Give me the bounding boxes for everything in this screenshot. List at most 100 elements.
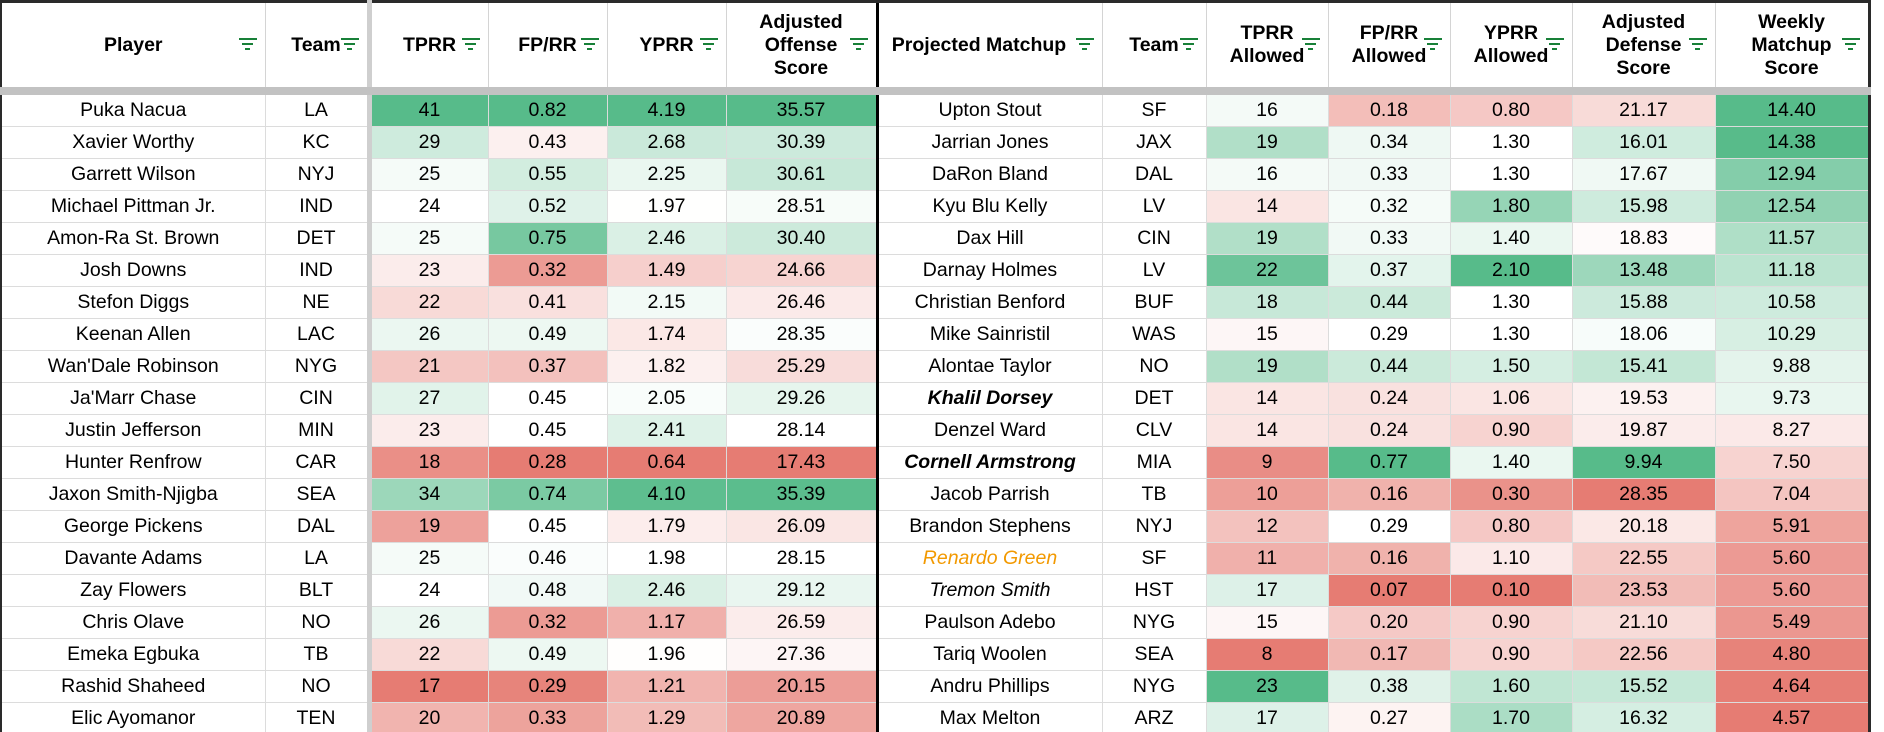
yprr-cell[interactable]: 0.64 <box>607 446 727 479</box>
fprr-cell[interactable]: 0.49 <box>488 638 608 671</box>
tprr-cell[interactable]: 26 <box>366 606 489 639</box>
weekly-matchup-score-cell[interactable]: 5.91 <box>1715 510 1871 543</box>
tprr-cell[interactable]: 25 <box>366 542 489 575</box>
weekly-matchup-score-cell[interactable]: 11.57 <box>1715 222 1871 255</box>
team-cell[interactable]: NYJ <box>265 158 370 191</box>
adjusted-offense-score-cell[interactable]: 25.29 <box>726 350 878 383</box>
tprr-cell[interactable]: 34 <box>366 478 489 511</box>
matchup-cell[interactable]: Dax Hill <box>875 222 1103 255</box>
yprr-cell[interactable]: 1.82 <box>607 350 727 383</box>
defense-team-cell[interactable]: NYG <box>1102 606 1207 639</box>
player-cell[interactable]: Ja'Marr Chase <box>0 382 266 415</box>
yprr-allowed-cell[interactable]: 1.50 <box>1450 350 1573 383</box>
adjusted-offense-score-cell[interactable]: 26.46 <box>726 286 878 319</box>
matchup-cell[interactable]: Tariq Woolen <box>875 638 1103 671</box>
adjusted-defense-score-cell[interactable]: 19.53 <box>1572 382 1716 415</box>
tprr-allowed-cell[interactable]: 12 <box>1206 510 1329 543</box>
filter-icon[interactable] <box>1688 38 1707 52</box>
fprr-allowed-cell[interactable]: 0.44 <box>1328 350 1451 383</box>
adjusted-offense-score-cell[interactable]: 17.43 <box>726 446 878 479</box>
adjusted-offense-score-cell[interactable]: 30.40 <box>726 222 878 255</box>
fprr-cell[interactable]: 0.48 <box>488 574 608 607</box>
team-cell[interactable]: NE <box>265 286 370 319</box>
defense-team-cell[interactable]: NO <box>1102 350 1207 383</box>
yprr-allowed-cell[interactable]: 0.90 <box>1450 606 1573 639</box>
matchup-cell[interactable]: Tremon Smith <box>875 574 1103 607</box>
adjusted-offense-score-cell[interactable]: 35.57 <box>726 91 878 127</box>
defense-team-cell[interactable]: WAS <box>1102 318 1207 351</box>
yprr-allowed-cell[interactable]: 0.90 <box>1450 638 1573 671</box>
adjusted-defense-score-cell[interactable]: 23.53 <box>1572 574 1716 607</box>
tprr-cell[interactable]: 19 <box>366 510 489 543</box>
tprr-cell[interactable]: 24 <box>366 190 489 223</box>
tprr-cell[interactable]: 23 <box>366 254 489 287</box>
weekly-matchup-score-cell[interactable]: 7.50 <box>1715 446 1871 479</box>
yprr-allowed-cell[interactable]: 0.80 <box>1450 91 1573 127</box>
yprr-cell[interactable]: 1.17 <box>607 606 727 639</box>
team-cell[interactable]: NO <box>265 670 370 703</box>
tprr-allowed-cell[interactable]: 14 <box>1206 414 1329 447</box>
filter-icon[interactable] <box>849 38 868 52</box>
weekly-matchup-score-cell[interactable]: 5.60 <box>1715 574 1871 607</box>
tprr-allowed-cell[interactable]: 19 <box>1206 350 1329 383</box>
player-cell[interactable]: Davante Adams <box>0 542 266 575</box>
matchup-cell[interactable]: DaRon Bland <box>875 158 1103 191</box>
yprr-allowed-cell[interactable]: 0.90 <box>1450 414 1573 447</box>
player-cell[interactable]: George Pickens <box>0 510 266 543</box>
adjusted-defense-score-cell[interactable]: 9.94 <box>1572 446 1716 479</box>
player-cell[interactable]: Puka Nacua <box>0 91 266 127</box>
adjusted-defense-score-cell[interactable]: 17.67 <box>1572 158 1716 191</box>
defense-team-cell[interactable]: NYG <box>1102 670 1207 703</box>
adjusted-offense-score-cell[interactable]: 26.09 <box>726 510 878 543</box>
team-cell[interactable]: SEA <box>265 478 370 511</box>
defense-team-cell[interactable]: SF <box>1102 542 1207 575</box>
player-cell[interactable]: Stefon Diggs <box>0 286 266 319</box>
tprr-cell[interactable]: 22 <box>366 286 489 319</box>
team-cell[interactable]: TEN <box>265 702 370 732</box>
fprr-allowed-cell[interactable]: 0.20 <box>1328 606 1451 639</box>
player-cell[interactable]: Michael Pittman Jr. <box>0 190 266 223</box>
weekly-matchup-score-cell[interactable]: 14.38 <box>1715 126 1871 159</box>
matchup-cell[interactable]: Cornell Armstrong <box>875 446 1103 479</box>
matchup-cell[interactable]: Paulson Adebo <box>875 606 1103 639</box>
adjusted-defense-score-cell[interactable]: 22.56 <box>1572 638 1716 671</box>
tprr-cell[interactable]: 22 <box>366 638 489 671</box>
tprr-cell[interactable]: 18 <box>366 446 489 479</box>
fprr-allowed-cell[interactable]: 0.77 <box>1328 446 1451 479</box>
team-cell[interactable]: NO <box>265 606 370 639</box>
yprr-cell[interactable]: 1.98 <box>607 542 727 575</box>
yprr-allowed-cell[interactable]: 1.40 <box>1450 446 1573 479</box>
tprr-allowed-cell[interactable]: 9 <box>1206 446 1329 479</box>
fprr-cell[interactable]: 0.28 <box>488 446 608 479</box>
defense-team-cell[interactable]: NYJ <box>1102 510 1207 543</box>
player-cell[interactable]: Emeka Egbuka <box>0 638 266 671</box>
filter-icon[interactable] <box>1301 38 1320 52</box>
adjusted-offense-score-cell[interactable]: 24.66 <box>726 254 878 287</box>
adjusted-defense-score-cell[interactable]: 28.35 <box>1572 478 1716 511</box>
adjusted-defense-score-cell[interactable]: 22.55 <box>1572 542 1716 575</box>
filter-icon[interactable] <box>238 38 257 52</box>
yprr-cell[interactable]: 2.46 <box>607 222 727 255</box>
player-cell[interactable]: Jaxon Smith-Njigba <box>0 478 266 511</box>
adjusted-defense-score-cell[interactable]: 18.06 <box>1572 318 1716 351</box>
weekly-matchup-score-cell[interactable]: 5.60 <box>1715 542 1871 575</box>
yprr-allowed-cell[interactable]: 1.30 <box>1450 158 1573 191</box>
weekly-matchup-score-cell[interactable]: 5.49 <box>1715 606 1871 639</box>
weekly-matchup-score-cell[interactable]: 12.54 <box>1715 190 1871 223</box>
filter-icon[interactable] <box>1841 38 1860 52</box>
weekly-matchup-score-cell[interactable]: 10.58 <box>1715 286 1871 319</box>
yprr-cell[interactable]: 2.68 <box>607 126 727 159</box>
tprr-allowed-cell[interactable]: 14 <box>1206 190 1329 223</box>
fprr-allowed-cell[interactable]: 0.07 <box>1328 574 1451 607</box>
yprr-cell[interactable]: 4.10 <box>607 478 727 511</box>
yprr-allowed-cell[interactable]: 1.30 <box>1450 286 1573 319</box>
team-cell[interactable]: LA <box>265 91 370 127</box>
team-cell[interactable]: KC <box>265 126 370 159</box>
tprr-allowed-cell[interactable]: 18 <box>1206 286 1329 319</box>
matchup-cell[interactable]: Jarrian Jones <box>875 126 1103 159</box>
yprr-cell[interactable]: 1.21 <box>607 670 727 703</box>
team-cell[interactable]: TB <box>265 638 370 671</box>
weekly-matchup-score-cell[interactable]: 11.18 <box>1715 254 1871 287</box>
defense-team-cell[interactable]: TB <box>1102 478 1207 511</box>
matchup-cell[interactable]: Jacob Parrish <box>875 478 1103 511</box>
